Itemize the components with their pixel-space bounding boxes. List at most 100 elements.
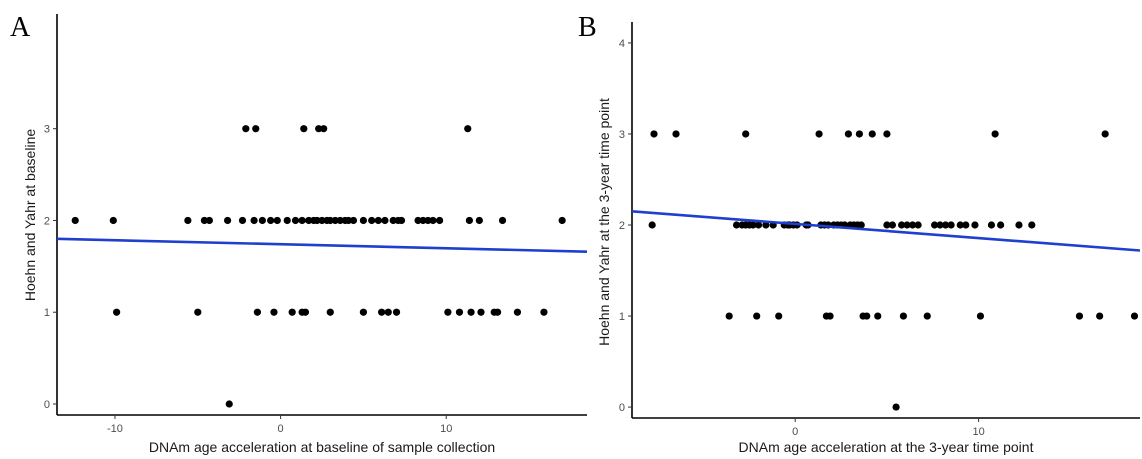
data-point [374,216,382,225]
data-point [857,221,865,229]
y-tick-label: 4 [619,38,625,50]
panel-label-a: A [10,12,31,43]
data-point [1096,312,1104,320]
data-point [672,130,680,138]
data-point [267,216,275,225]
data-point [540,308,548,316]
data-point [493,308,502,316]
data-point [326,216,334,225]
x-ticks-a: -10 0 10 [107,415,452,435]
data-point [238,216,247,225]
data-point [1130,312,1139,320]
data-point [455,308,464,316]
data-point [1028,221,1036,229]
data-point [815,130,823,138]
data-point [874,312,882,320]
y-tick-label: 2 [619,220,625,232]
x-tick-label: 10 [440,423,452,435]
data-point [868,130,876,138]
data-point [930,221,939,229]
data-point [320,125,328,133]
y-tick-label: 0 [44,399,50,411]
data-point [754,221,763,229]
data-point [908,221,917,229]
data-point [971,221,979,229]
data-point [331,216,339,225]
data-point [381,216,389,225]
data-point [1101,130,1109,138]
data-point [1075,312,1084,320]
data-point [389,216,397,225]
y-tick-label: 1 [619,311,625,323]
data-point [378,308,386,316]
data-point [326,308,334,316]
data-point [732,221,741,229]
data-point [392,308,401,316]
y-tick-label: 0 [619,402,625,414]
data-point [762,221,770,229]
trend-line-b [631,210,1141,252]
data-point [194,308,202,316]
data-point [475,216,483,225]
data-point [113,308,121,316]
data-point [223,216,232,225]
data-point [250,216,258,225]
panel-b: B 0 10 0 1 2 3 4 DNAm age acceleration at the… [572,0,1142,459]
data-point [313,216,321,225]
data-point [888,221,897,229]
data-point [513,308,522,316]
x-tick-label: 0 [792,426,798,438]
data-point [305,216,313,225]
data-point [253,308,262,316]
data-point [205,216,213,225]
data-point [384,308,392,316]
data-point [225,400,233,408]
data-point [288,308,296,316]
data-point [283,216,291,225]
data-point [301,308,310,316]
data-point [414,216,422,225]
data-point [844,130,853,138]
data-point [725,312,733,320]
data-point [273,216,281,225]
data-point [897,221,906,229]
chart-a: A -10 0 10 0 1 2 3 DNAm age acceleration at b… [10,12,588,455]
data-point [467,308,475,316]
data-point [956,221,964,229]
data-point [291,216,300,225]
data-point [991,130,999,138]
data-point [184,216,192,225]
data-point [368,216,376,225]
data-point [987,221,996,229]
data-point [270,308,278,316]
data-point [71,216,79,225]
data-point [753,312,761,320]
data-point [444,308,452,316]
data-point [863,312,871,320]
data-point [648,221,656,229]
y-ticks-a: 0 1 2 3 [44,124,57,411]
data-point [997,221,1005,229]
data-point [923,312,931,320]
data-point [883,221,891,229]
data-point [419,216,427,225]
data-point [349,216,358,225]
y-ticks-b: 0 1 2 3 4 [619,38,632,414]
x-axis-title-b: DNAm age acceleration at the 3-year time… [739,439,1034,455]
data-point [942,221,950,229]
data-point [465,216,474,225]
x-ticks-b: 0 10 [792,418,985,438]
data-point [258,216,266,225]
data-point [976,312,985,320]
data-point [252,125,260,133]
panel-label-b: B [578,12,597,43]
data-point [947,221,955,229]
x-tick-label: 0 [278,423,284,435]
data-point [318,216,326,225]
x-tick-label: -10 [107,423,123,435]
y-tick-label: 3 [619,129,625,141]
y-axis-title-a: Hoehn and Yahr at baseline [22,129,38,301]
data-point [429,216,437,225]
data-point [397,216,406,225]
data-point [650,130,658,138]
